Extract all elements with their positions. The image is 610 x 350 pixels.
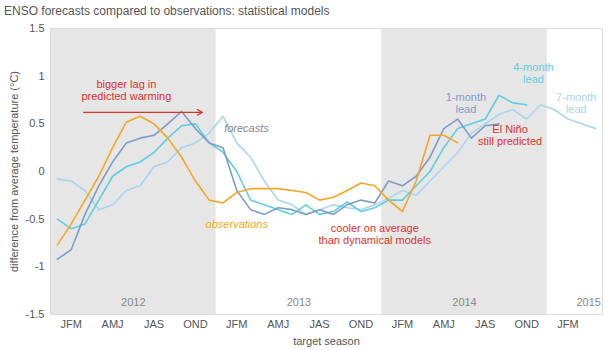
svg-text:AMJ: AMJ [102,318,124,330]
svg-text:JAS: JAS [144,318,164,330]
svg-text:4-monthlead: 4-monthlead [513,61,553,85]
svg-text:JFM: JFM [392,318,413,330]
svg-text:1.5: 1.5 [29,22,44,34]
svg-text:2015: 2015 [576,296,600,308]
svg-text:JFM: JFM [226,318,247,330]
svg-text:OND: OND [514,318,539,330]
svg-text:El Niñostill predicted: El Niñostill predicted [478,123,542,147]
svg-text:difference from average temper: difference from average temperature (°C) [8,71,20,272]
svg-text:-1.5: -1.5 [26,308,45,320]
svg-text:1-monthlead: 1-monthlead [446,91,486,115]
svg-text:7-monthlead: 7-monthlead [556,91,596,115]
svg-text:2013: 2013 [287,296,311,308]
svg-text:-0.5: -0.5 [26,213,45,225]
svg-text:observations: observations [206,218,269,230]
svg-text:1: 1 [38,70,44,82]
svg-text:JFM: JFM [61,318,82,330]
svg-text:bigger lag inpredicted warming: bigger lag inpredicted warming [81,78,171,102]
html-text:ENSO forecasts compared to obs: ENSO forecasts compared to observations:… [4,4,330,18]
svg-text:OND: OND [183,318,208,330]
svg-text:2014: 2014 [452,296,476,308]
svg-text:JFM: JFM [557,318,578,330]
svg-text:0: 0 [38,165,44,177]
svg-text:target season: target season [293,335,360,347]
svg-text:0.5: 0.5 [29,117,44,129]
svg-text:JAS: JAS [475,318,495,330]
svg-text:-1: -1 [35,260,45,272]
svg-text:AMJ: AMJ [433,318,455,330]
svg-text:2012: 2012 [121,296,145,308]
svg-text:AMJ: AMJ [267,318,289,330]
svg-text:OND: OND [349,318,374,330]
svg-text:forecasts: forecasts [224,122,269,134]
svg-text:JAS: JAS [310,318,330,330]
svg-text:cooler on averagethan dynamica: cooler on averagethan dynamical models [319,222,432,246]
